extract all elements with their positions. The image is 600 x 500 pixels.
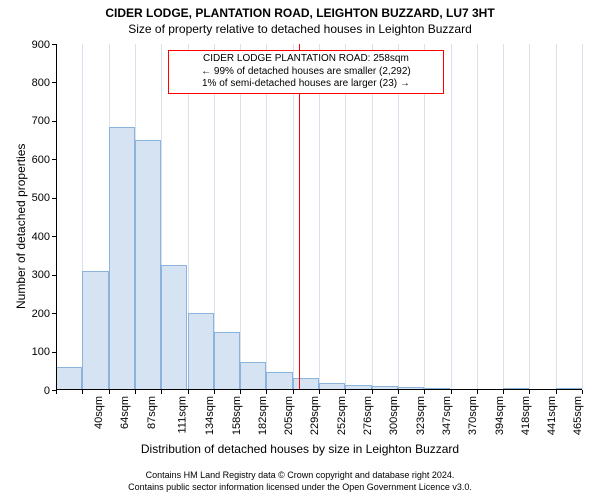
grid-vertical xyxy=(372,44,373,390)
grid-vertical xyxy=(477,44,478,390)
xtick-label: 323sqm xyxy=(415,396,427,435)
ytick-label: 200 xyxy=(20,308,50,320)
footer-line-2: Contains public sector information licen… xyxy=(0,482,600,492)
histogram-bar xyxy=(82,271,108,390)
footer-line-1: Contains HM Land Registry data © Crown c… xyxy=(0,470,600,480)
ytick-label: 300 xyxy=(20,269,50,281)
xtick-mark xyxy=(424,390,425,394)
xtick-mark xyxy=(503,390,504,394)
xtick-mark xyxy=(319,390,320,394)
grid-vertical xyxy=(424,44,425,390)
xtick-label: 300sqm xyxy=(388,396,400,435)
xtick-mark xyxy=(240,390,241,394)
ytick-mark xyxy=(52,352,56,353)
chart-container: CIDER LODGE, PLANTATION ROAD, LEIGHTON B… xyxy=(0,0,600,500)
annotation-line: CIDER LODGE PLANTATION ROAD: 258sqm xyxy=(175,53,437,66)
grid-vertical xyxy=(398,44,399,390)
xtick-label: 347sqm xyxy=(441,396,453,435)
histogram-bar xyxy=(135,140,161,390)
ytick-label: 100 xyxy=(20,346,50,358)
xtick-mark xyxy=(161,390,162,394)
xtick-mark xyxy=(345,390,346,394)
histogram-bar xyxy=(240,362,266,390)
xtick-label: 465sqm xyxy=(573,396,585,435)
histogram-bar xyxy=(266,372,292,390)
xtick-mark xyxy=(214,390,215,394)
chart-title: CIDER LODGE, PLANTATION ROAD, LEIGHTON B… xyxy=(0,6,600,20)
xtick-mark xyxy=(82,390,83,394)
xtick-label: 158sqm xyxy=(231,396,243,435)
y-axis-label: Number of detached properties xyxy=(14,144,28,309)
xtick-label: 40sqm xyxy=(93,396,105,429)
xtick-label: 276sqm xyxy=(362,396,374,435)
histogram-bar xyxy=(56,367,82,390)
annotation-line: 1% of semi-detached houses are larger (2… xyxy=(175,78,437,91)
reference-line xyxy=(299,44,300,390)
grid-vertical xyxy=(451,44,452,390)
ytick-label: 0 xyxy=(20,385,50,397)
histogram-bar xyxy=(109,127,135,390)
grid-vertical xyxy=(503,44,504,390)
ytick-mark xyxy=(52,44,56,45)
xtick-mark xyxy=(451,390,452,394)
xtick-label: 87sqm xyxy=(146,396,158,429)
annotation-line: ← 99% of detached houses are smaller (2,… xyxy=(175,66,437,79)
ytick-label: 900 xyxy=(20,39,50,51)
histogram-bar xyxy=(214,332,240,390)
grid-vertical xyxy=(266,44,267,390)
xtick-mark xyxy=(293,390,294,394)
ytick-label: 500 xyxy=(20,192,50,204)
ytick-mark xyxy=(52,198,56,199)
ytick-label: 800 xyxy=(20,77,50,89)
ytick-mark xyxy=(52,82,56,83)
xtick-mark xyxy=(556,390,557,394)
xtick-label: 111sqm xyxy=(176,396,188,434)
grid-vertical xyxy=(319,44,320,390)
xtick-mark xyxy=(109,390,110,394)
xtick-mark xyxy=(582,390,583,394)
xtick-mark xyxy=(372,390,373,394)
ytick-label: 700 xyxy=(20,115,50,127)
xtick-label: 64sqm xyxy=(119,396,131,429)
x-axis-caption: Distribution of detached houses by size … xyxy=(0,442,600,456)
ytick-label: 400 xyxy=(20,231,50,243)
xtick-label: 394sqm xyxy=(494,396,506,435)
grid-vertical xyxy=(556,44,557,390)
plot-area xyxy=(56,44,582,390)
xtick-label: 182sqm xyxy=(257,396,269,435)
xtick-mark xyxy=(398,390,399,394)
xtick-mark xyxy=(529,390,530,394)
ytick-mark xyxy=(52,313,56,314)
xtick-label: 418sqm xyxy=(520,396,532,435)
xtick-mark xyxy=(477,390,478,394)
ytick-mark xyxy=(52,275,56,276)
grid-vertical xyxy=(582,44,583,390)
annotation-box: CIDER LODGE PLANTATION ROAD: 258sqm← 99%… xyxy=(168,50,444,94)
xtick-label: 134sqm xyxy=(204,396,216,435)
xtick-label: 229sqm xyxy=(310,396,322,435)
grid-vertical xyxy=(529,44,530,390)
grid-vertical xyxy=(345,44,346,390)
xtick-label: 441sqm xyxy=(546,396,558,435)
histogram-bar xyxy=(161,265,187,390)
xtick-label: 205sqm xyxy=(283,396,295,435)
histogram-bar xyxy=(188,313,214,390)
xtick-mark xyxy=(56,390,57,394)
ytick-mark xyxy=(52,121,56,122)
grid-vertical xyxy=(293,44,294,390)
xtick-mark xyxy=(266,390,267,394)
ytick-label: 600 xyxy=(20,154,50,166)
xtick-mark xyxy=(188,390,189,394)
axis-line xyxy=(56,44,57,390)
xtick-label: 252sqm xyxy=(336,396,348,435)
ytick-mark xyxy=(52,159,56,160)
ytick-mark xyxy=(52,236,56,237)
chart-subtitle: Size of property relative to detached ho… xyxy=(0,22,600,36)
xtick-label: 370sqm xyxy=(467,396,479,435)
xtick-mark xyxy=(135,390,136,394)
grid-vertical xyxy=(240,44,241,390)
